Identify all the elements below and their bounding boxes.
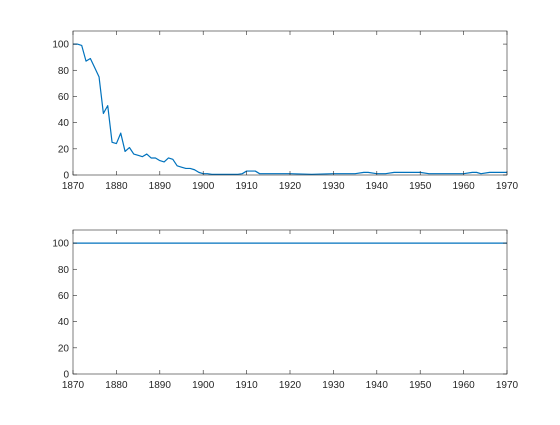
x-tick-label: 1940: [366, 380, 389, 391]
x-tick-label: 1910: [235, 181, 258, 192]
x-tick-label: 1920: [279, 380, 302, 391]
y-tick-label: 60: [58, 92, 70, 103]
x-tick-label: 1910: [235, 380, 258, 391]
series-line-1: [73, 43, 507, 175]
y-tick-label: 40: [58, 317, 70, 328]
x-tick-label: 1940: [366, 181, 389, 192]
y-tick-label: 80: [58, 66, 70, 77]
y-tick-label: 20: [58, 144, 70, 155]
y-tick-label: 100: [52, 40, 69, 51]
y-tick-label: 40: [58, 118, 70, 129]
bottom-axes: 1870 1880 1890 1900 1910 1920 1930 1940 1950 1960…: [52, 229, 519, 391]
y-tick-label: 60: [58, 291, 70, 302]
x-tick-label: 1970: [496, 380, 519, 391]
plot-area: [73, 31, 507, 175]
top-axes: 1870 1880 1890 1900 1910 1920 1930 1940 1950 1960…: [52, 30, 519, 192]
x-tick-label: 1870: [62, 181, 85, 192]
x-tick-label: 1930: [322, 181, 345, 192]
x-tick-label: 1900: [192, 181, 215, 192]
x-tick-label: 1880: [105, 380, 128, 391]
x-tick-label: 1960: [452, 181, 475, 192]
x-tick-label: 1930: [322, 380, 345, 391]
y-tick-label: 20: [58, 343, 70, 354]
x-tick-label: 1870: [62, 380, 85, 391]
x-tick-label: 1950: [409, 380, 432, 391]
x-tick-label: 1920: [279, 181, 302, 192]
x-tick-label: 1880: [105, 181, 128, 192]
x-tick-label: 1960: [452, 380, 475, 391]
y-tick-label: 100: [52, 239, 69, 250]
y-tick-label: 0: [63, 171, 69, 182]
x-tick-label: 1890: [149, 380, 172, 391]
y-tick-label: 80: [58, 265, 70, 276]
plot-area: [73, 230, 507, 374]
x-tick-label: 1950: [409, 181, 432, 192]
y-tick-label: 0: [63, 370, 69, 381]
x-tick-label: 1890: [149, 181, 172, 192]
x-tick-label: 1900: [192, 380, 215, 391]
x-tick-label: 1970: [496, 181, 519, 192]
